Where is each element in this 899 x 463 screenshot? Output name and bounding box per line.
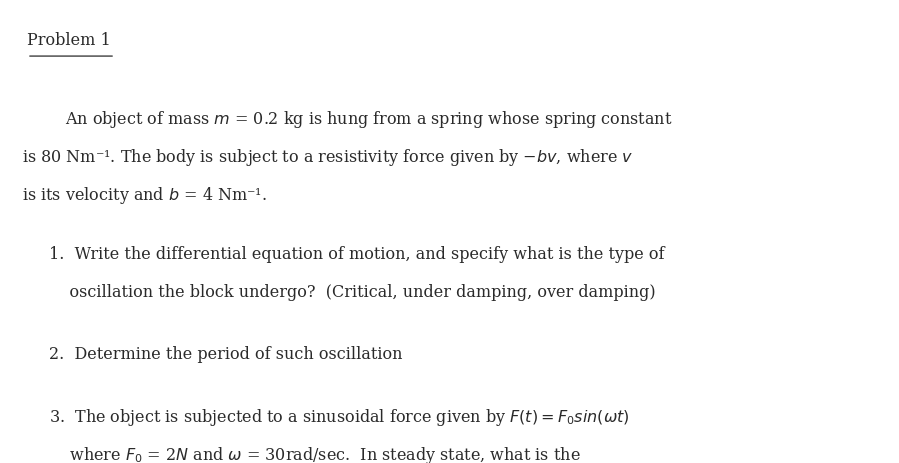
Text: 2.  Determine the period of such oscillation: 2. Determine the period of such oscillat…	[49, 345, 403, 362]
Text: An object of mass $m$ = 0.2 kg is hung from a spring whose spring constant: An object of mass $m$ = 0.2 kg is hung f…	[65, 109, 672, 130]
Text: oscillation the block undergo?  (Critical, under damping, over damping): oscillation the block undergo? (Critical…	[49, 284, 656, 301]
Text: is its velocity and $b$ = 4 Nm⁻¹.: is its velocity and $b$ = 4 Nm⁻¹.	[22, 185, 267, 206]
Text: 1.  Write the differential equation of motion, and specify what is the type of: 1. Write the differential equation of mo…	[49, 246, 665, 263]
Text: where $F_0$ = 2$N$ and $\omega$ = 30rad/sec.  In steady state, what is the: where $F_0$ = 2$N$ and $\omega$ = 30rad/…	[49, 444, 581, 463]
Text: is 80 Nm⁻¹. The body is subject to a resistivity force given by −$bv$, where $v$: is 80 Nm⁻¹. The body is subject to a res…	[22, 147, 634, 168]
Text: Problem 1: Problem 1	[27, 32, 111, 50]
Text: 3.  The object is subjected to a sinusoidal force given by $F(t) = F_0 sin(\omeg: 3. The object is subjected to a sinusoid…	[49, 406, 630, 427]
